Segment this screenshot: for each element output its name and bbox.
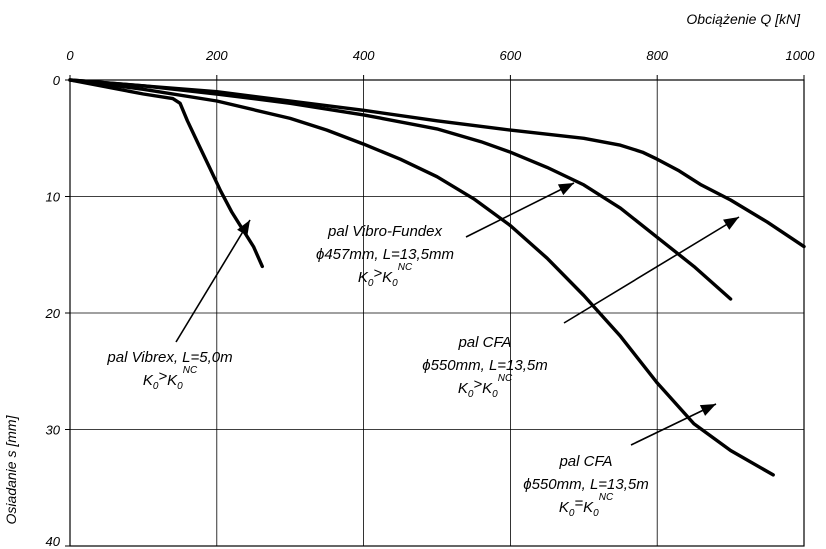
annotation-line: ϕ550mm, L=13,5m xyxy=(422,357,548,374)
annotation-line: pal Vibrex, L=5,0m xyxy=(106,349,232,366)
y-axis-title: Osiadanie s [mm] xyxy=(3,414,19,524)
formula-sub2: 0 xyxy=(177,381,183,392)
x-tick-label: 800 xyxy=(646,48,668,63)
formula-k: K xyxy=(143,372,154,389)
formula-rel: > xyxy=(473,376,482,393)
formula-k2: K xyxy=(482,380,493,397)
annotation-line: pal Vibro-Fundex xyxy=(327,223,442,240)
arrow-head xyxy=(557,183,574,196)
formula-rel: = xyxy=(574,495,583,512)
annotation-formula: K0>K0NC xyxy=(143,365,198,392)
annotation-arrow-2 xyxy=(465,182,575,238)
annotation-arrow-1 xyxy=(175,219,251,343)
formula-sub2: 0 xyxy=(492,389,498,400)
series-line-4 xyxy=(68,78,806,249)
formula-rel: > xyxy=(373,265,382,282)
series-lines xyxy=(68,78,806,477)
formula-sub: 0 xyxy=(569,508,575,519)
annotation-formula: K0=K0NC xyxy=(559,492,614,519)
formula-k2: K xyxy=(167,372,178,389)
annotation-formula: K0>K0NC xyxy=(358,262,413,289)
formula-k2: K xyxy=(583,499,594,516)
x-tick-label: 1000 xyxy=(786,48,816,63)
formula-k: K xyxy=(358,269,369,286)
formula-sup2: NC xyxy=(498,373,513,384)
series-line-3 xyxy=(68,78,775,477)
series-line-1 xyxy=(68,78,264,269)
formula-sub2: 0 xyxy=(593,508,599,519)
formula-sub2: 0 xyxy=(392,278,398,289)
y-tick-labels: 0 10 20 30 40 xyxy=(45,73,61,549)
annotation-line: ϕ457mm, L=13,5mm xyxy=(316,246,454,263)
x-axis-title: Obciążenie Q [kN] xyxy=(686,11,801,27)
y-tick-label: 0 xyxy=(53,73,61,88)
series-line-2 xyxy=(68,78,733,301)
x-tick-label: 600 xyxy=(500,48,522,63)
x-tick-label: 400 xyxy=(353,48,375,63)
annotation-formula: K0>K0NC xyxy=(458,373,513,400)
annotation-line: ϕ550mm, L=13,5m xyxy=(523,476,649,493)
formula-sup2: NC xyxy=(599,492,614,503)
annotation-arrow-4 xyxy=(630,403,717,446)
plot-frame xyxy=(69,79,805,547)
y-tick-label: 30 xyxy=(46,423,61,438)
y-tick-label: 40 xyxy=(46,534,61,549)
x-tick-labels: 0 200 400 600 800 1000 xyxy=(66,48,815,63)
grid xyxy=(65,75,805,547)
formula-sup2: NC xyxy=(398,262,413,273)
formula-k: K xyxy=(559,499,570,516)
y-tick-label: 10 xyxy=(46,190,61,205)
formula-sub: 0 xyxy=(153,381,159,392)
formula-sub: 0 xyxy=(368,278,374,289)
x-tick-label: 200 xyxy=(205,48,228,63)
formula-k: K xyxy=(458,380,469,397)
formula-rel: > xyxy=(158,368,167,385)
annotation-line: pal CFA xyxy=(457,334,511,351)
annotation-arrow-3 xyxy=(563,216,740,324)
arrow-head xyxy=(699,404,716,416)
x-tick-label: 0 xyxy=(66,48,74,63)
arrow-head xyxy=(723,217,739,230)
annotation-arrows xyxy=(175,182,740,446)
formula-sup2: NC xyxy=(183,365,198,376)
arrow-head xyxy=(237,220,250,236)
annotation-line: pal CFA xyxy=(558,453,612,470)
y-tick-label: 20 xyxy=(45,306,61,321)
formula-k2: K xyxy=(382,269,393,286)
formula-sub: 0 xyxy=(468,389,474,400)
